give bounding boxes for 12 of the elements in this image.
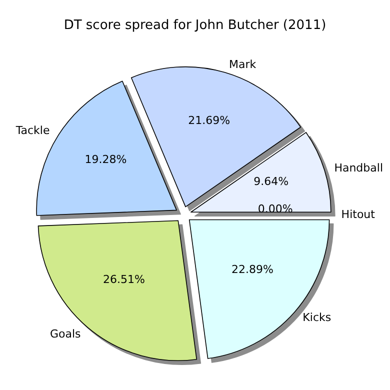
- slice-label: Kicks: [302, 310, 332, 324]
- category-label: Hitout: [341, 208, 375, 221]
- slice-label: Mark: [228, 58, 257, 72]
- slice-label: Handball: [334, 161, 384, 174]
- data-label: 9.64%: [254, 175, 289, 188]
- data-label: 22.89%: [232, 263, 274, 276]
- data-label: 26.51%: [103, 272, 146, 286]
- slice-label: Goals: [50, 327, 82, 340]
- data-label: 19.28%: [84, 153, 127, 166]
- slice-label: Tackle: [14, 124, 50, 138]
- data-label: 21.69%: [188, 114, 230, 128]
- chart-title: DT score spread for John Butcher (2011): [64, 18, 326, 33]
